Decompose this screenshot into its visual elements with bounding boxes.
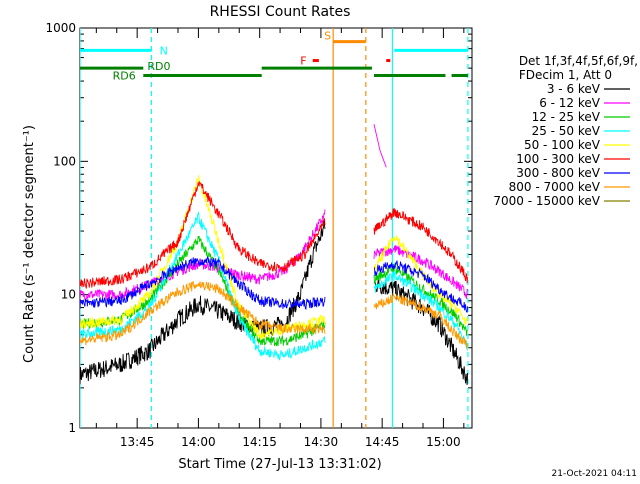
series-line	[80, 211, 469, 361]
x-tick-label: 14:30	[304, 435, 339, 449]
x-tick-label: 13:45	[120, 435, 155, 449]
legend-label: 100 - 300 keV	[516, 152, 600, 166]
legend-label: 25 - 50 keV	[532, 124, 601, 138]
y-tick-label: 100	[53, 154, 76, 168]
legend: Det 1f,3f,4f,5f,6f,9f, FDecim 1, Att 0 3…	[493, 54, 638, 208]
annotation-f: F	[300, 55, 306, 68]
y-tick-label: 1000	[45, 21, 76, 35]
x-tick-label: 14:15	[242, 435, 277, 449]
y-tick-label: 1	[68, 421, 76, 435]
legend-label: 800 - 7000 keV	[509, 180, 601, 194]
legend-label: 300 - 800 keV	[516, 166, 600, 180]
footer-date: 21-Oct-2021 04:11	[552, 469, 637, 479]
y-tick-label: 10	[61, 288, 76, 302]
x-axis-label: Start Time (27-Jul-13 13:31:02)	[178, 457, 381, 472]
annotation-s: S	[324, 29, 331, 42]
annotation-rd0: RD0	[147, 60, 170, 73]
y-axis-label: Count Rate (s⁻¹ detector segment⁻¹)	[22, 125, 37, 363]
plot-area: 1 10 100 1000 13:45 14:00 14:15 14:30 14:45 15:00…	[45, 21, 473, 449]
series-line	[80, 255, 469, 313]
legend-label: 7000 - 15000 keV	[493, 194, 600, 208]
legend-label: 50 - 100 keV	[524, 138, 601, 152]
legend-label: 6 - 12 keV	[539, 96, 601, 110]
annotation-rd6: RD6	[113, 70, 136, 83]
legend-header-line-1: Det 1f,3f,4f,5f,6f,9f,	[519, 54, 638, 68]
x-tick-label: 14:00	[181, 435, 216, 449]
x-tick-label: 15:00	[426, 435, 461, 449]
legend-label: 12 - 25 keV	[532, 110, 601, 124]
plot-content	[80, 28, 469, 428]
series-line	[80, 180, 469, 289]
legend-label: 3 - 6 keV	[547, 82, 601, 96]
series-line	[80, 124, 469, 301]
annotation-n: N	[160, 44, 168, 57]
legend-header-line-2: FDecim 1, Att 0	[519, 68, 612, 82]
x-tick-label: 14:45	[365, 435, 400, 449]
series-line	[80, 280, 468, 349]
chart-title: RHESSI Count Rates	[210, 4, 351, 20]
plot-frame	[79, 27, 473, 429]
